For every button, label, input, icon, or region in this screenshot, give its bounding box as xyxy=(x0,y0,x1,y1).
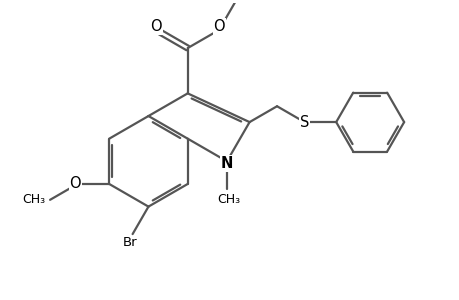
Text: S: S xyxy=(299,115,308,130)
Text: Br: Br xyxy=(123,236,137,249)
Text: CH₃: CH₃ xyxy=(22,193,45,206)
Text: O: O xyxy=(150,19,162,34)
Text: O: O xyxy=(213,19,224,34)
Text: CH₃: CH₃ xyxy=(217,193,240,206)
Text: N: N xyxy=(220,156,233,171)
Text: O: O xyxy=(69,176,81,191)
